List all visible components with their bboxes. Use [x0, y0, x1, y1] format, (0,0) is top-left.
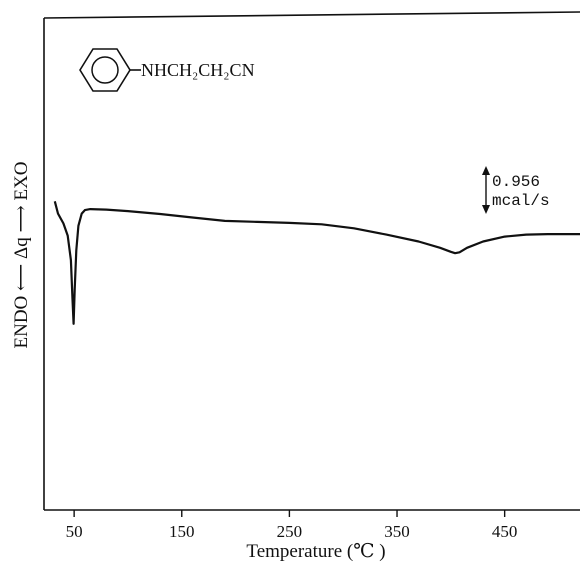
x-tick-label: 150 — [169, 522, 195, 541]
x-tick-label: 450 — [492, 522, 518, 541]
benzene-ring-icon — [79, 48, 141, 92]
compound-formula: NHCH₂CH₂CN — [141, 60, 255, 80]
top-border-line — [43, 11, 580, 19]
x-axis-title: Temperature (℃ ) — [246, 541, 385, 562]
scale-bar-value: 0.956 — [492, 173, 540, 191]
y-axis-title: ENDO ⟵ Δq ⟶ EXO — [11, 161, 32, 348]
x-tick-label: 350 — [384, 522, 410, 541]
x-tick-label: 50 — [66, 522, 83, 541]
scale-bar-arrow-icon — [482, 166, 490, 214]
x-axis-ticks: 50 150 250 350 450 — [66, 510, 518, 541]
dsc-curve-line — [53, 201, 580, 325]
scale-bar-unit: mcal/s — [492, 192, 550, 210]
x-tick-label: 250 — [277, 522, 303, 541]
